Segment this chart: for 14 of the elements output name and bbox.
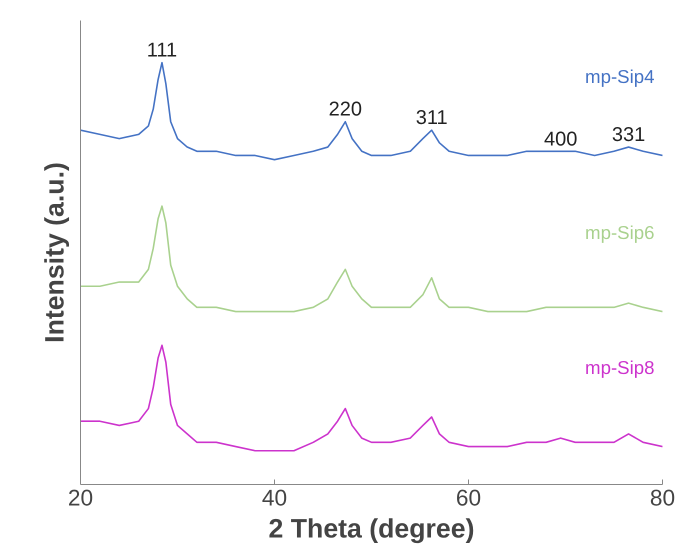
annotation: 220 xyxy=(328,98,362,121)
x-tick-label: 80 xyxy=(650,484,676,510)
x-tick-label: 20 xyxy=(68,484,94,510)
annotation: 400 xyxy=(544,128,578,150)
text: mp-Sip6 xyxy=(585,222,655,244)
text: mp-Sip8 xyxy=(585,357,655,378)
x-axis-title: 2 Theta (degree) xyxy=(268,514,474,544)
annotation: 111 xyxy=(146,40,178,62)
annotation: 311 xyxy=(416,107,448,130)
x-tick-label: 40 xyxy=(262,484,288,510)
annotation: 331 xyxy=(612,124,646,146)
x-tick-label: 60 xyxy=(456,484,482,510)
y-axis-title: Intensity (a.u.) xyxy=(40,162,70,343)
text: mp-Sip4 xyxy=(585,66,655,88)
